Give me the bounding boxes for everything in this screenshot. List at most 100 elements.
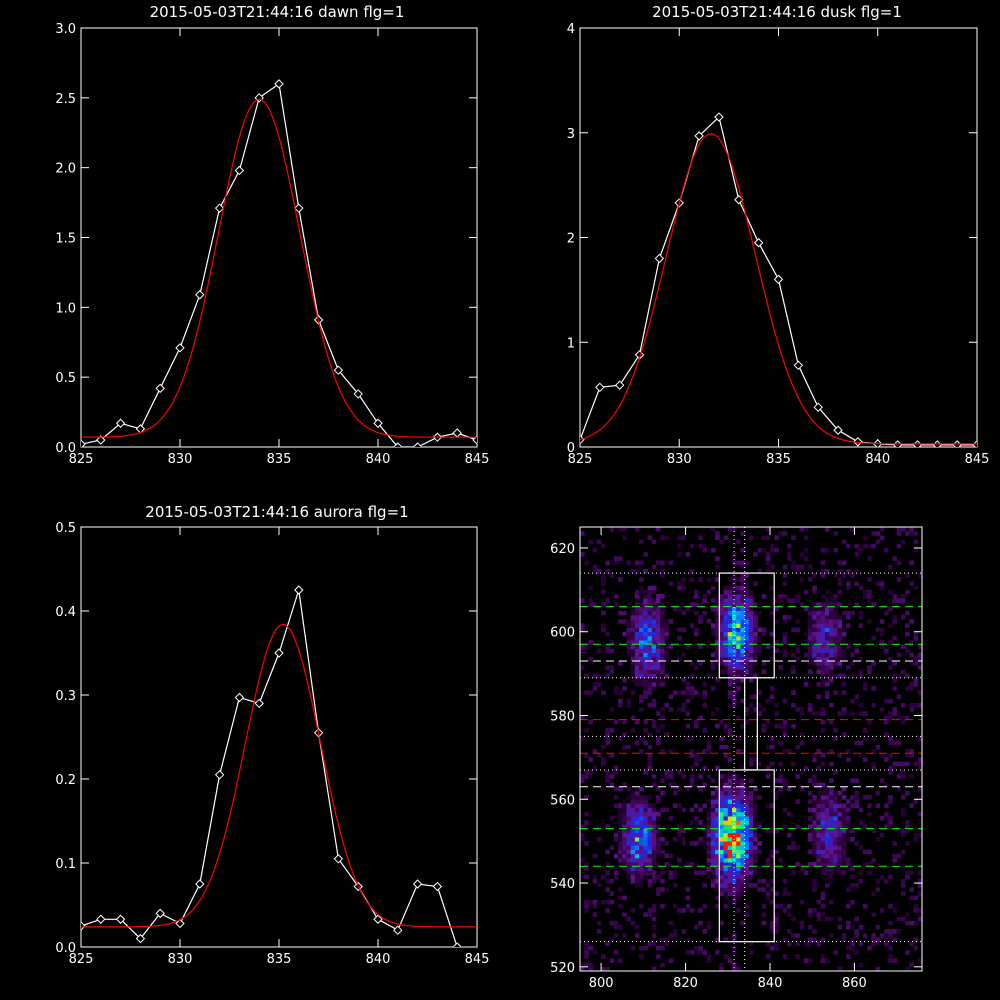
- image-pixel: [829, 623, 834, 628]
- image-pixel: [824, 807, 830, 813]
- image-pixel: [715, 803, 720, 809]
- image-pixel: [592, 878, 598, 884]
- image-pixel: [854, 694, 860, 700]
- image-pixel: [816, 916, 822, 922]
- image-pixel: [833, 950, 838, 955]
- image-pixel: [719, 807, 724, 813]
- image-pixel: [689, 623, 695, 628]
- image-pixel: [917, 891, 922, 897]
- image-pixel: [829, 661, 834, 666]
- image-pixel: [702, 824, 708, 829]
- image-pixel: [647, 602, 653, 607]
- image-pixel: [732, 778, 737, 783]
- image-pixel: [744, 631, 750, 637]
- image-pixel: [841, 560, 847, 566]
- image-pixel: [917, 883, 922, 888]
- image-pixel: [740, 585, 746, 591]
- image-pixel: [622, 832, 627, 838]
- image-pixel: [634, 589, 640, 595]
- image-pixel: [744, 581, 750, 587]
- image-pixel: [824, 790, 830, 796]
- image-pixel: [909, 661, 914, 666]
- image-pixel: [791, 652, 796, 658]
- image-pixel: [862, 849, 868, 855]
- data-point: [214, 770, 225, 780]
- image-pixel: [651, 631, 657, 637]
- image-pixel: [850, 803, 855, 809]
- image-pixel: [757, 832, 762, 838]
- image-pixel: [727, 795, 733, 800]
- image-pixel: [833, 832, 838, 838]
- image-pixel: [837, 568, 843, 574]
- image-pixel: [808, 707, 813, 712]
- image-pixel: [584, 950, 589, 955]
- image-pixel: [850, 883, 855, 888]
- image-pixel: [748, 535, 754, 540]
- image-pixel: [732, 966, 737, 971]
- image-pixel: [884, 803, 889, 809]
- image-pixel: [736, 816, 741, 821]
- image-pixel: [736, 832, 741, 838]
- image-pixel: [710, 807, 716, 813]
- image-pixel: [651, 828, 657, 834]
- x-tick-label: 840: [366, 952, 391, 967]
- image-pixel: [841, 681, 847, 687]
- image-pixel: [820, 782, 826, 788]
- image-pixel: [639, 857, 644, 863]
- image-pixel: [723, 795, 729, 800]
- image-pixel: [909, 640, 914, 645]
- image-pixel: [677, 707, 682, 712]
- image-pixel: [626, 866, 632, 871]
- image-pixel: [736, 539, 741, 545]
- image-pixel: [723, 853, 729, 859]
- image-pixel: [605, 769, 610, 775]
- image-pixel: [719, 824, 724, 829]
- image-pixel: [812, 648, 817, 654]
- image-pixel: [580, 832, 585, 838]
- image-pixel: [736, 811, 741, 817]
- image-pixel: [748, 619, 754, 624]
- image-pixel: [639, 539, 644, 545]
- image-pixel: [829, 841, 834, 846]
- image-pixel: [626, 816, 632, 821]
- image-pixel: [770, 744, 775, 750]
- image-pixel: [816, 652, 822, 658]
- image-pixel: [732, 828, 737, 834]
- image-pixel: [774, 924, 779, 930]
- x-tick-label: 820: [673, 976, 698, 991]
- image-pixel: [609, 573, 615, 578]
- image-pixel: [727, 669, 733, 675]
- image-pixel: [833, 623, 838, 628]
- image-pixel: [778, 857, 784, 863]
- image-pixel: [592, 686, 598, 691]
- image-pixel: [820, 786, 826, 792]
- image-pixel: [596, 920, 602, 926]
- image-pixel: [753, 883, 758, 888]
- data-point: [135, 933, 146, 944]
- image-pixel: [740, 883, 746, 888]
- image-pixel: [634, 594, 640, 599]
- image-pixel: [765, 941, 771, 947]
- image-pixel: [723, 866, 729, 871]
- image-pixel: [723, 891, 729, 897]
- image-pixel: [634, 803, 640, 809]
- image-pixel: [584, 728, 589, 733]
- image-pixel: [613, 765, 619, 771]
- data-point: [813, 402, 823, 412]
- image-pixel: [647, 836, 653, 842]
- image-pixel: [723, 803, 729, 809]
- image-pixel: [782, 954, 788, 959]
- image-pixel: [580, 736, 585, 742]
- image-pixel: [723, 753, 729, 758]
- image-pixel: [896, 761, 902, 767]
- image-pixel: [723, 832, 729, 838]
- image-pixel: [727, 757, 733, 762]
- image-pixel: [605, 648, 610, 654]
- image-pixel: [723, 878, 729, 884]
- image-pixel: [736, 891, 741, 897]
- image-pixel: [816, 899, 822, 905]
- image-pixel: [601, 757, 606, 762]
- image-pixel: [909, 681, 914, 687]
- image-pixel: [820, 711, 826, 716]
- image-pixel: [643, 795, 648, 800]
